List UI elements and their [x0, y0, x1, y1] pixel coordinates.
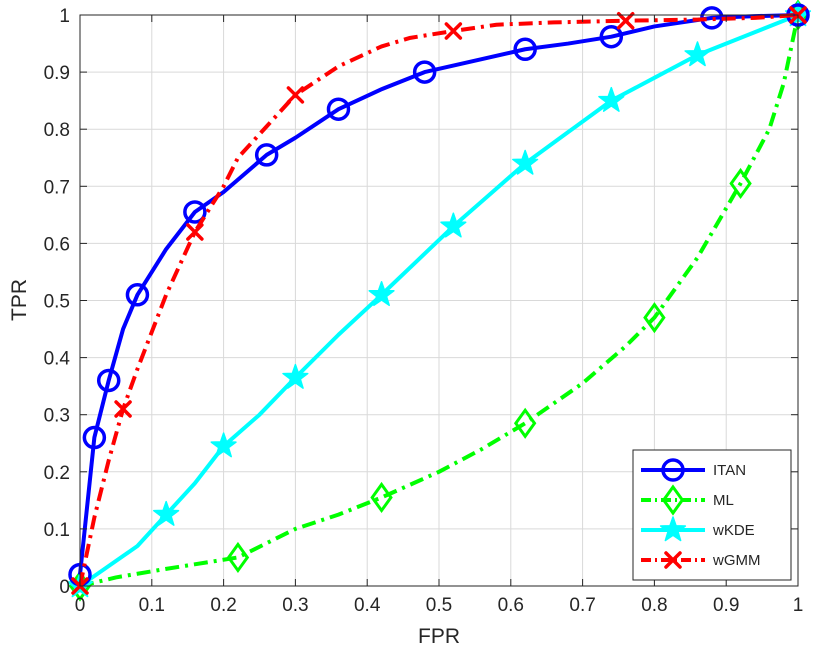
legend-item-itan: ITAN [641, 458, 746, 482]
ml-marker [370, 481, 393, 514]
itan-marker [661, 458, 685, 482]
legend-label: ML [713, 492, 734, 509]
itan-marker [183, 200, 207, 224]
wkde-marker [512, 149, 539, 175]
x-tick-label: 0 [75, 595, 86, 616]
legend-label: wKDE [712, 522, 755, 539]
itan-line [78, 13, 799, 575]
ticks: 0 0.1 0.2 0.3 0.4 0.5 0.6 0.7 0.8 0.9 1 0 0.1 0.2 0.3 0… [44, 6, 804, 616]
series-wkde [66, 1, 812, 598]
wkde-line [78, 13, 799, 588]
ml-marker [661, 484, 685, 516]
ml-marker [226, 541, 250, 574]
wgmm-marker [114, 400, 132, 418]
itan-marker [599, 24, 624, 49]
y-tick-label: 0.6 [44, 234, 70, 255]
y-tick-label: 0.9 [44, 63, 70, 84]
wkde-marker [659, 516, 687, 542]
y-tick-label: 0 [59, 577, 70, 598]
wkde-marker [684, 41, 711, 67]
wkde-marker [368, 281, 395, 307]
x-tick-label: 0.5 [426, 595, 452, 616]
x-tick-label: 0.8 [641, 595, 667, 616]
y-tick-label: 0.5 [44, 292, 70, 313]
wkde-marker [440, 212, 467, 238]
wgmm-marker [616, 11, 635, 30]
ml-line [79, 14, 800, 588]
ml-marker [729, 167, 752, 200]
series-layer [66, 0, 812, 602]
itan-marker [326, 97, 351, 121]
wkde-marker [598, 86, 625, 112]
y-tick-label: 0.8 [44, 120, 70, 141]
x-tick-label: 0.4 [354, 595, 381, 616]
x-axis-label: FPR [418, 625, 460, 648]
legend-label: ITAN [713, 462, 746, 479]
y-tick-label: 0.7 [44, 177, 70, 198]
wgmm-marker [186, 223, 204, 241]
itan-marker [96, 368, 121, 393]
wkde-marker [282, 363, 309, 389]
x-tick-label: 0.2 [210, 595, 236, 616]
itan-marker [125, 283, 150, 307]
x-tick-label: 0.6 [498, 595, 524, 616]
legend-item-wgmm: wGMM [641, 551, 761, 569]
y-tick-label: 0.1 [44, 520, 70, 541]
itan-marker [513, 37, 537, 62]
y-tick-label: 0.3 [44, 406, 70, 427]
x-tick-label: 1 [793, 595, 804, 616]
wgmm-marker [444, 22, 463, 40]
x-tick-label: 0.7 [569, 595, 595, 616]
y-tick-label: 0.2 [44, 463, 70, 484]
wgmm-marker [664, 551, 682, 569]
x-tick-label: 0.1 [139, 595, 165, 616]
wkde-marker [210, 432, 237, 458]
wgmm-marker [286, 86, 305, 104]
y-tick-label: 1 [59, 6, 70, 27]
itan-marker [412, 60, 437, 84]
legend: ITAN ML wKDE wGMM [632, 449, 792, 581]
legend-item-wkde: wKDE [641, 516, 755, 542]
x-tick-label: 0.3 [282, 595, 308, 616]
y-tick-label: 0.4 [44, 349, 71, 370]
itan-marker [82, 425, 107, 450]
y-axis-label: TPR [8, 279, 31, 321]
legend-item-ml: ML [641, 484, 734, 516]
legend-label: wGMM [712, 552, 761, 569]
x-tick-label: 0.9 [713, 595, 739, 616]
ml-marker [643, 302, 666, 334]
itan-marker [254, 143, 279, 167]
ml-marker [513, 407, 537, 439]
wkde-marker [153, 500, 180, 526]
